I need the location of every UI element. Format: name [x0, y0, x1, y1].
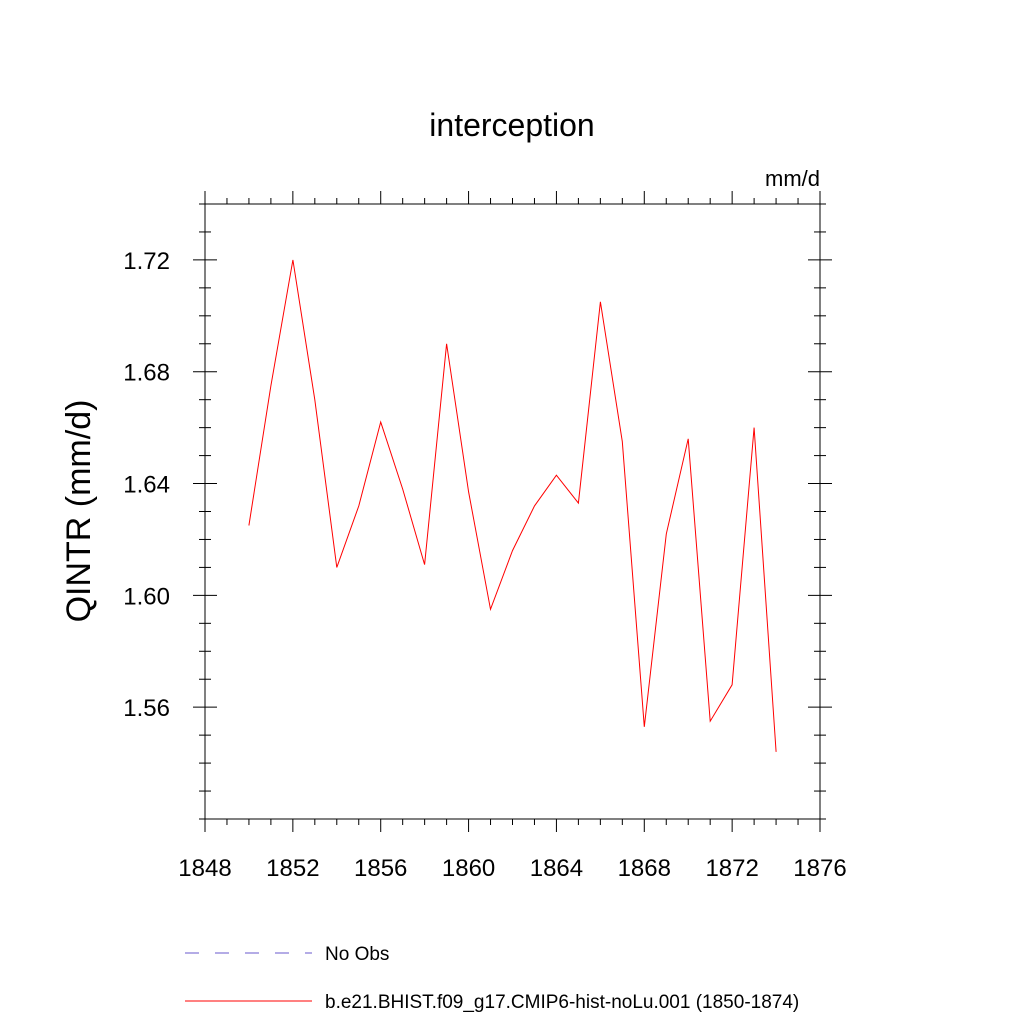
x-tick-label: 1864 — [530, 855, 583, 882]
x-tick-label: 1848 — [178, 855, 231, 882]
units-label: mm/d — [765, 166, 820, 191]
series-line-0 — [248, 259, 777, 752]
chart-title: interception — [429, 107, 594, 143]
y-tick-label: 1.72 — [123, 248, 170, 275]
axis-ticks — [193, 191, 832, 832]
x-tick-label: 1872 — [705, 855, 758, 882]
x-tick-label: 1852 — [266, 855, 319, 882]
legend-label-no-obs: No Obs — [325, 944, 389, 965]
x-tick-label: 1868 — [618, 855, 671, 882]
legend-label-model-run: b.e21.BHIST.f09_g17.CMIP6-hist-noLu.001 … — [325, 992, 799, 1013]
legend: No Obs b.e21.BHIST.f09_g17.CMIP6-hist-no… — [185, 944, 799, 1013]
y-axis-label: QINTR (mm/d) — [60, 400, 98, 623]
y-tick-label: 1.68 — [123, 360, 170, 387]
y-tick-label: 1.60 — [123, 583, 170, 610]
series-layer — [248, 259, 777, 752]
x-tick-label: 1876 — [793, 855, 846, 882]
axis-tick-labels: 1848 1852 1856 1860 1864 1868 1872 1876 1.56 1.60… — [123, 248, 846, 882]
x-tick-label: 1860 — [442, 855, 495, 882]
y-tick-label: 1.56 — [123, 695, 170, 722]
y-tick-label: 1.64 — [123, 472, 170, 499]
x-tick-label: 1856 — [354, 855, 407, 882]
plot-frame — [204, 203, 821, 820]
